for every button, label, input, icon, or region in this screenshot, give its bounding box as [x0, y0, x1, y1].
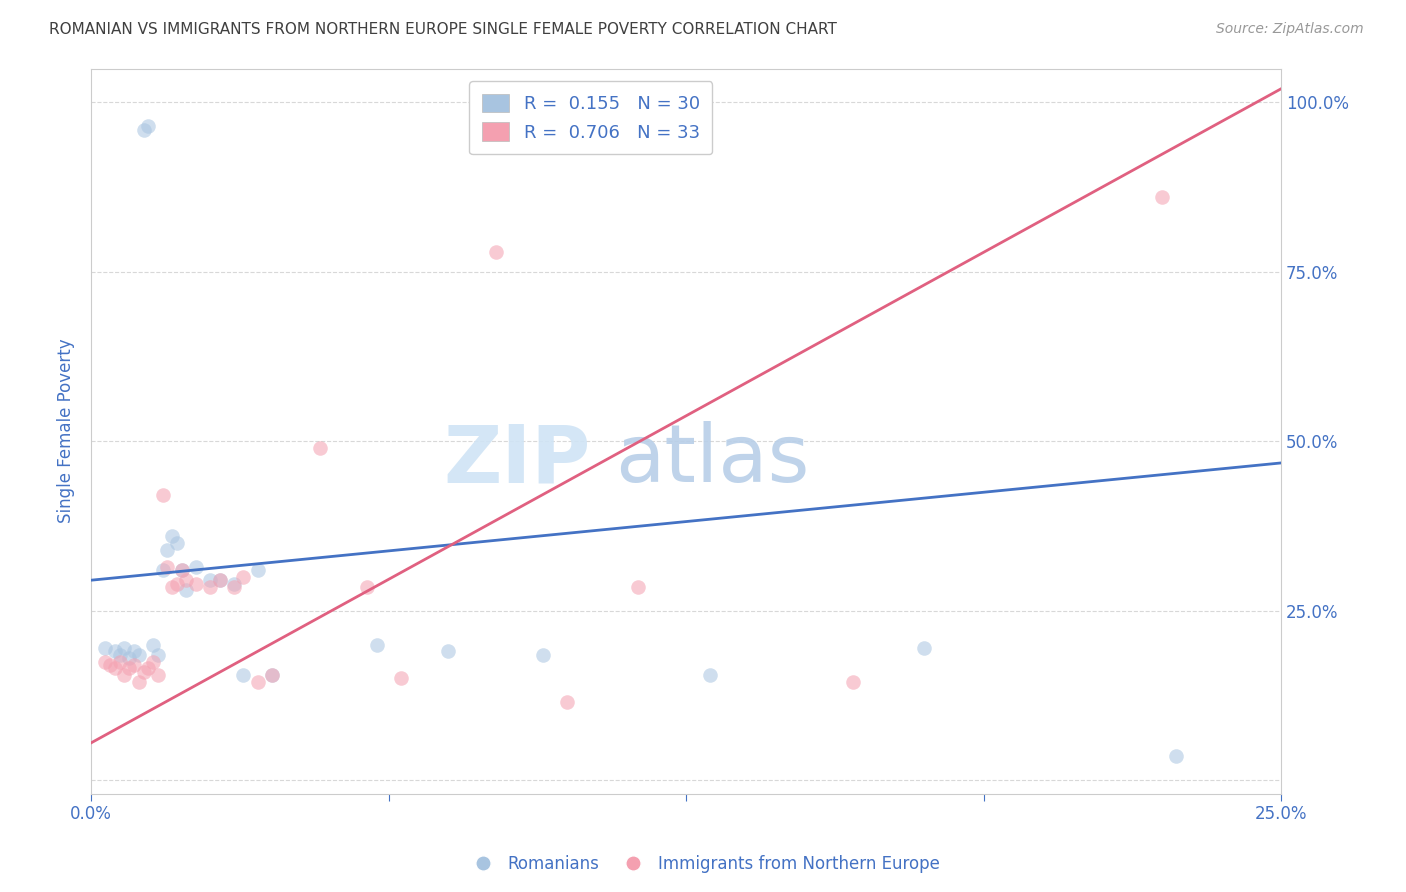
Point	[166, 576, 188, 591]
Point	[128, 674, 150, 689]
Point	[142, 655, 165, 669]
Point	[366, 638, 388, 652]
Point	[152, 563, 174, 577]
Point	[118, 651, 141, 665]
Point	[114, 668, 136, 682]
Point	[122, 657, 145, 672]
Point	[94, 655, 117, 669]
Point	[699, 668, 721, 682]
Point	[114, 640, 136, 655]
Point	[912, 640, 935, 655]
Point	[246, 563, 269, 577]
Point	[1150, 190, 1173, 204]
Point	[437, 644, 460, 658]
Point	[308, 441, 330, 455]
Point	[166, 536, 188, 550]
Point	[356, 580, 378, 594]
Point	[260, 668, 283, 682]
Point	[627, 580, 650, 594]
Point	[142, 638, 165, 652]
Point	[232, 570, 254, 584]
Point	[104, 644, 127, 658]
Point	[208, 573, 231, 587]
Point	[136, 119, 159, 133]
Point	[156, 542, 179, 557]
Point	[132, 665, 155, 679]
Point	[146, 648, 169, 662]
Point	[170, 563, 193, 577]
Point	[222, 580, 245, 594]
Point	[176, 583, 198, 598]
Point	[98, 657, 121, 672]
Text: atlas: atlas	[614, 421, 808, 500]
Point	[555, 695, 578, 709]
Point	[170, 563, 193, 577]
Y-axis label: Single Female Poverty: Single Female Poverty	[58, 339, 75, 524]
Point	[132, 122, 155, 136]
Point	[232, 668, 254, 682]
Point	[198, 580, 221, 594]
Text: ZIP: ZIP	[444, 421, 591, 500]
Point	[176, 573, 198, 587]
Point	[136, 661, 159, 675]
Point	[1166, 749, 1188, 764]
Point	[184, 559, 207, 574]
Point	[184, 576, 207, 591]
Point	[122, 644, 145, 658]
Point	[146, 668, 169, 682]
Point	[104, 661, 127, 675]
Point	[128, 648, 150, 662]
Point	[152, 488, 174, 502]
Point	[389, 672, 412, 686]
Point	[94, 640, 117, 655]
Point	[222, 576, 245, 591]
Point	[160, 529, 183, 543]
Point	[485, 244, 508, 259]
Point	[208, 573, 231, 587]
Text: Source: ZipAtlas.com: Source: ZipAtlas.com	[1216, 22, 1364, 37]
Point	[841, 674, 863, 689]
Point	[108, 655, 131, 669]
Point	[198, 573, 221, 587]
Point	[118, 661, 141, 675]
Legend: R =  0.155   N = 30, R =  0.706   N = 33: R = 0.155 N = 30, R = 0.706 N = 33	[470, 81, 713, 154]
Point	[156, 559, 179, 574]
Point	[160, 580, 183, 594]
Point	[531, 648, 554, 662]
Text: ROMANIAN VS IMMIGRANTS FROM NORTHERN EUROPE SINGLE FEMALE POVERTY CORRELATION CH: ROMANIAN VS IMMIGRANTS FROM NORTHERN EUR…	[49, 22, 837, 37]
Point	[108, 648, 131, 662]
Point	[246, 674, 269, 689]
Point	[260, 668, 283, 682]
Legend: Romanians, Immigrants from Northern Europe: Romanians, Immigrants from Northern Euro…	[460, 848, 946, 880]
